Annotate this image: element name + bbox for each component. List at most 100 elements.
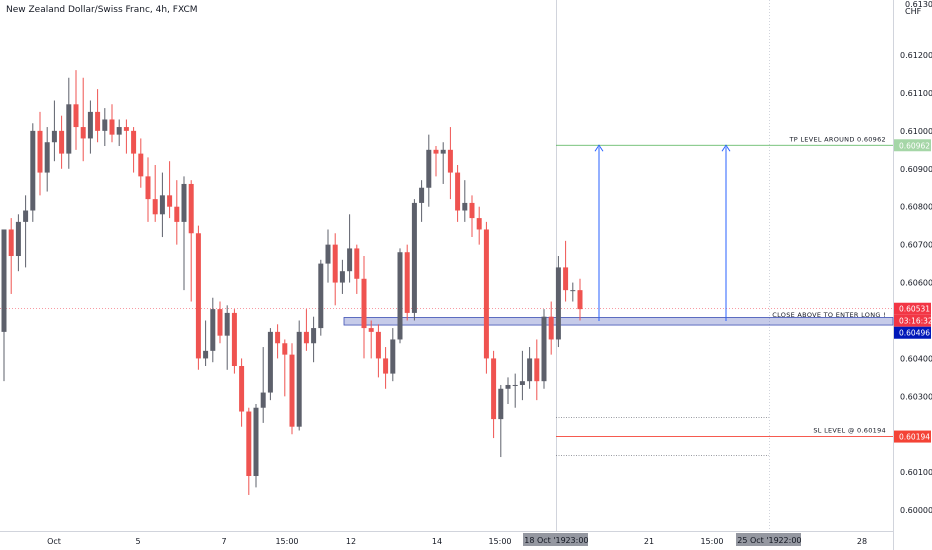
candle-body[interactable]: [296, 331, 302, 427]
candle-body[interactable]: [303, 331, 309, 344]
candle-body[interactable]: [87, 111, 93, 139]
candle-body[interactable]: [181, 183, 187, 222]
candle-body[interactable]: [555, 267, 561, 340]
candle-body[interactable]: [325, 244, 331, 264]
candle-body[interactable]: [354, 248, 360, 279]
countdown-tag: 03:16:32: [899, 317, 932, 326]
candle-body[interactable]: [289, 354, 295, 427]
candle-body[interactable]: [138, 153, 144, 177]
candle-body[interactable]: [483, 229, 489, 359]
candle-body[interactable]: [231, 312, 237, 367]
candle-body[interactable]: [332, 244, 338, 283]
candle-body[interactable]: [23, 210, 29, 222]
time-axis-tick: 14: [432, 537, 442, 546]
candle-body[interactable]: [167, 195, 173, 207]
candle-body[interactable]: [15, 221, 21, 257]
candle-body[interactable]: [195, 233, 201, 359]
arrow-head-icon: [721, 144, 731, 152]
candle-body[interactable]: [383, 358, 389, 374]
chart-title: New Zealand Dollar/Swiss Franc, 4h, FXCM: [6, 5, 198, 15]
candle-body[interactable]: [210, 309, 216, 351]
arrow-head-icon: [594, 144, 604, 152]
candle-body[interactable]: [260, 392, 266, 408]
candle-body[interactable]: [30, 130, 36, 211]
candle-body[interactable]: [440, 149, 446, 154]
candle-body[interactable]: [541, 316, 547, 382]
candle-body[interactable]: [433, 149, 439, 154]
candle-body[interactable]: [375, 331, 381, 359]
candle-body[interactable]: [455, 172, 461, 211]
candle-body[interactable]: [368, 328, 374, 332]
candle-body[interactable]: [563, 267, 569, 291]
candle-body[interactable]: [253, 407, 259, 477]
time-axis-tick: 15:00: [275, 537, 298, 546]
candle-body[interactable]: [548, 316, 554, 340]
candle-body[interactable]: [411, 202, 417, 313]
price-axis-tick: 0.61200: [900, 51, 932, 60]
price-axis-tick: 0.60400: [900, 354, 932, 363]
price-scale[interactable]: [893, 0, 932, 550]
time-axis-tick: 7: [221, 537, 226, 546]
candle-body[interactable]: [347, 248, 353, 272]
time-highlight-badge: [523, 533, 567, 546]
candle-body[interactable]: [131, 130, 137, 154]
candle-body[interactable]: [577, 290, 583, 310]
candle-body[interactable]: [397, 252, 403, 340]
candle-body[interactable]: [282, 343, 288, 355]
candle-body[interactable]: [66, 104, 72, 154]
candle-body[interactable]: [519, 381, 525, 385]
candle-body[interactable]: [534, 358, 540, 382]
candle-body[interactable]: [174, 206, 180, 222]
candle-body[interactable]: [498, 388, 504, 420]
candle-body[interactable]: [159, 195, 165, 215]
candle-body[interactable]: [145, 176, 151, 200]
candle-body[interactable]: [419, 187, 425, 203]
candle-body[interactable]: [311, 328, 317, 344]
candle-body[interactable]: [570, 290, 576, 292]
candle-body[interactable]: [512, 384, 518, 386]
candle-body[interactable]: [246, 411, 252, 477]
candle-body[interactable]: [51, 130, 57, 143]
candle-body[interactable]: [239, 366, 245, 412]
candle-body[interactable]: [102, 119, 108, 131]
candle-body[interactable]: [123, 127, 129, 131]
candle-body[interactable]: [73, 104, 79, 128]
candle-body[interactable]: [505, 384, 511, 389]
sl-price-tag: 0.60194: [899, 433, 930, 442]
candle-body[interactable]: [8, 229, 14, 257]
price-axis-tick: 0.60000: [900, 506, 932, 515]
candle-body[interactable]: [44, 142, 50, 173]
candle-body[interactable]: [188, 183, 194, 234]
candle-body[interactable]: [462, 202, 468, 211]
candle-body[interactable]: [224, 312, 230, 336]
candle-body[interactable]: [217, 309, 223, 336]
candle-body[interactable]: [426, 149, 432, 188]
entry-zone-rect[interactable]: [343, 317, 894, 326]
candle-body[interactable]: [361, 278, 367, 329]
candle-body[interactable]: [318, 263, 324, 329]
candle-body[interactable]: [491, 358, 497, 420]
candle-body[interactable]: [203, 350, 209, 359]
candle-body[interactable]: [267, 331, 273, 393]
candle-body[interactable]: [476, 218, 482, 230]
candle-body[interactable]: [80, 127, 86, 139]
candle-body[interactable]: [37, 130, 43, 173]
candle-body[interactable]: [390, 339, 396, 374]
candle-body[interactable]: [447, 149, 453, 173]
candle-body[interactable]: [404, 252, 410, 313]
candle-body[interactable]: [275, 331, 281, 344]
candle-body[interactable]: [116, 127, 122, 135]
candle-body[interactable]: [469, 202, 475, 219]
candle-body[interactable]: [109, 119, 115, 135]
candle-body[interactable]: [527, 358, 533, 382]
candle-body[interactable]: [339, 271, 345, 283]
plot-area[interactable]: [0, 0, 893, 531]
candle-body[interactable]: [59, 130, 65, 154]
countdown-tag-bg: [894, 314, 931, 327]
candle-body[interactable]: [95, 111, 101, 131]
candle-body[interactable]: [1, 229, 7, 332]
candle-body[interactable]: [152, 199, 158, 215]
time-axis-tick: Oct: [47, 537, 61, 546]
